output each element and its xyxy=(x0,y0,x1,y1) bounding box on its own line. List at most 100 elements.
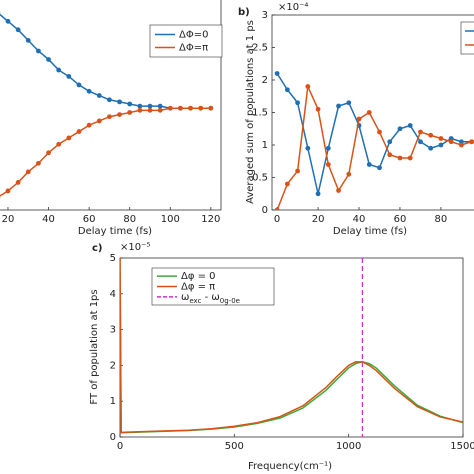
y-tick-label: 0 xyxy=(262,205,268,216)
y-tick-label: 1 xyxy=(262,140,268,151)
data-point xyxy=(5,188,11,194)
data-point xyxy=(36,48,41,54)
x-tick-label: 20 xyxy=(2,214,15,225)
data-point xyxy=(325,162,331,167)
x-axis-label: Delay time (fs) xyxy=(78,226,152,237)
plot-area xyxy=(0,11,214,199)
data-point xyxy=(117,112,122,117)
data-point xyxy=(96,118,102,124)
data-point xyxy=(25,169,31,175)
data-point xyxy=(56,141,62,147)
legend-label-part: exc xyxy=(189,297,201,305)
legend-label: Δφ = 0 xyxy=(181,271,216,282)
data-point xyxy=(66,74,72,79)
y-tick-label: 3 xyxy=(262,10,268,21)
x-tick-label: 500 xyxy=(225,441,244,452)
y-axis-label: FT of population at 1ps xyxy=(89,289,100,404)
axes-frame xyxy=(0,0,222,211)
data-point xyxy=(15,180,21,185)
data-point xyxy=(76,82,82,88)
x-tick-label: 1000 xyxy=(336,441,361,452)
data-point xyxy=(407,123,413,128)
data-point xyxy=(76,129,82,134)
y-tick-label: 5 xyxy=(110,253,116,264)
series-line xyxy=(120,258,463,434)
data-point xyxy=(107,97,112,103)
data-point xyxy=(86,88,92,94)
data-point xyxy=(377,129,382,135)
data-point xyxy=(208,105,214,111)
legend-box xyxy=(149,24,223,58)
data-point xyxy=(127,110,133,115)
data-point xyxy=(315,106,321,112)
plot-area xyxy=(274,71,474,210)
data-point xyxy=(418,139,423,145)
data-point xyxy=(36,160,41,166)
x-tick-label: 80 xyxy=(123,214,136,225)
x-tick-label: 80 xyxy=(435,214,448,225)
data-point xyxy=(459,142,464,148)
data-point xyxy=(346,171,352,177)
y-tick-label: 0.5 xyxy=(252,173,268,184)
data-point xyxy=(86,122,92,128)
data-point xyxy=(96,93,102,98)
data-point xyxy=(418,129,423,135)
data-point xyxy=(397,126,403,132)
series-line xyxy=(0,107,211,197)
data-point xyxy=(137,107,143,113)
data-point xyxy=(387,139,393,145)
data-point xyxy=(198,105,204,111)
data-point xyxy=(448,139,454,145)
data-point xyxy=(188,105,193,111)
y-tick-label: 2.5 xyxy=(252,43,268,54)
data-point xyxy=(305,84,311,89)
data-point xyxy=(107,114,112,120)
data-point xyxy=(46,150,51,156)
plot-area xyxy=(120,258,463,434)
data-point xyxy=(56,67,62,73)
data-point xyxy=(117,99,122,105)
x-tick-label: 1500 xyxy=(450,441,474,452)
panel-label: c) xyxy=(92,243,103,254)
x-tick-label: 20 xyxy=(312,214,325,225)
data-point xyxy=(295,100,300,106)
data-point xyxy=(147,103,153,109)
legend-box xyxy=(460,21,474,55)
x-tick-label: 0 xyxy=(117,441,123,452)
legend-label: ΔΦ=0 xyxy=(179,30,208,41)
data-point xyxy=(336,188,341,193)
x-tick-label: 60 xyxy=(83,214,96,225)
y-tick-label: 0 xyxy=(110,432,116,443)
data-point xyxy=(325,145,331,151)
data-point xyxy=(305,145,311,151)
y-tick-label: 3 xyxy=(110,325,116,336)
y-tick-label: 1 xyxy=(110,396,116,407)
x-axis-label: Delay time (fs) xyxy=(333,226,407,237)
x-tick-label: 100 xyxy=(161,214,180,225)
x-tick-label: 60 xyxy=(394,214,407,225)
data-point xyxy=(346,100,352,106)
y-tick-label: 2 xyxy=(262,75,268,86)
data-point xyxy=(336,103,341,109)
data-point xyxy=(147,107,153,113)
data-point xyxy=(397,155,403,161)
legend-label-part: - ω xyxy=(201,292,219,303)
data-point xyxy=(315,191,321,197)
y-axis-label: Averaged sum of populations at 1 ps xyxy=(245,20,256,204)
data-point xyxy=(407,155,413,161)
data-point xyxy=(295,168,300,174)
legend-label: ωexc - ω0g-0e xyxy=(181,292,240,305)
y-tick-label: 2 xyxy=(110,360,116,371)
y-tick-label: 4 xyxy=(110,289,116,300)
y-tick-label: 1.5 xyxy=(252,108,268,119)
x-tick-label: 40 xyxy=(42,214,55,225)
legend-label-part: ω xyxy=(181,292,189,303)
x-tick-label: 40 xyxy=(353,214,366,225)
data-point xyxy=(25,38,31,43)
data-point xyxy=(438,142,444,148)
data-point xyxy=(5,18,11,24)
data-point xyxy=(469,139,474,145)
data-point xyxy=(438,136,444,141)
axis-multiplier: ×10⁻⁴ xyxy=(278,2,308,13)
